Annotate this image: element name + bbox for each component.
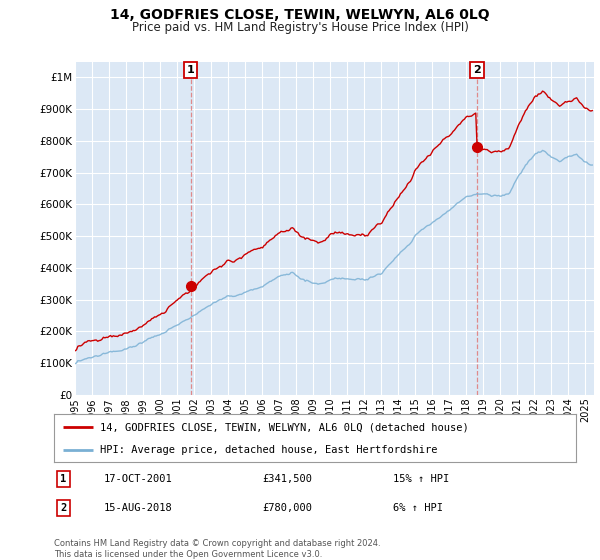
Text: HPI: Average price, detached house, East Hertfordshire: HPI: Average price, detached house, East…	[100, 445, 437, 455]
Text: £341,500: £341,500	[263, 474, 313, 484]
Text: 2: 2	[60, 503, 67, 514]
Text: £780,000: £780,000	[263, 503, 313, 514]
Text: Contains HM Land Registry data © Crown copyright and database right 2024.
This d: Contains HM Land Registry data © Crown c…	[54, 539, 380, 559]
Text: 1: 1	[60, 474, 67, 484]
Text: 2: 2	[473, 65, 481, 75]
Text: 1: 1	[187, 65, 194, 75]
Text: 14, GODFRIES CLOSE, TEWIN, WELWYN, AL6 0LQ: 14, GODFRIES CLOSE, TEWIN, WELWYN, AL6 0…	[110, 8, 490, 22]
Text: 15-AUG-2018: 15-AUG-2018	[104, 503, 172, 514]
Text: 6% ↑ HPI: 6% ↑ HPI	[394, 503, 443, 514]
Text: Price paid vs. HM Land Registry's House Price Index (HPI): Price paid vs. HM Land Registry's House …	[131, 21, 469, 34]
Text: 17-OCT-2001: 17-OCT-2001	[104, 474, 172, 484]
Text: 14, GODFRIES CLOSE, TEWIN, WELWYN, AL6 0LQ (detached house): 14, GODFRIES CLOSE, TEWIN, WELWYN, AL6 0…	[100, 422, 469, 432]
Text: 15% ↑ HPI: 15% ↑ HPI	[394, 474, 449, 484]
